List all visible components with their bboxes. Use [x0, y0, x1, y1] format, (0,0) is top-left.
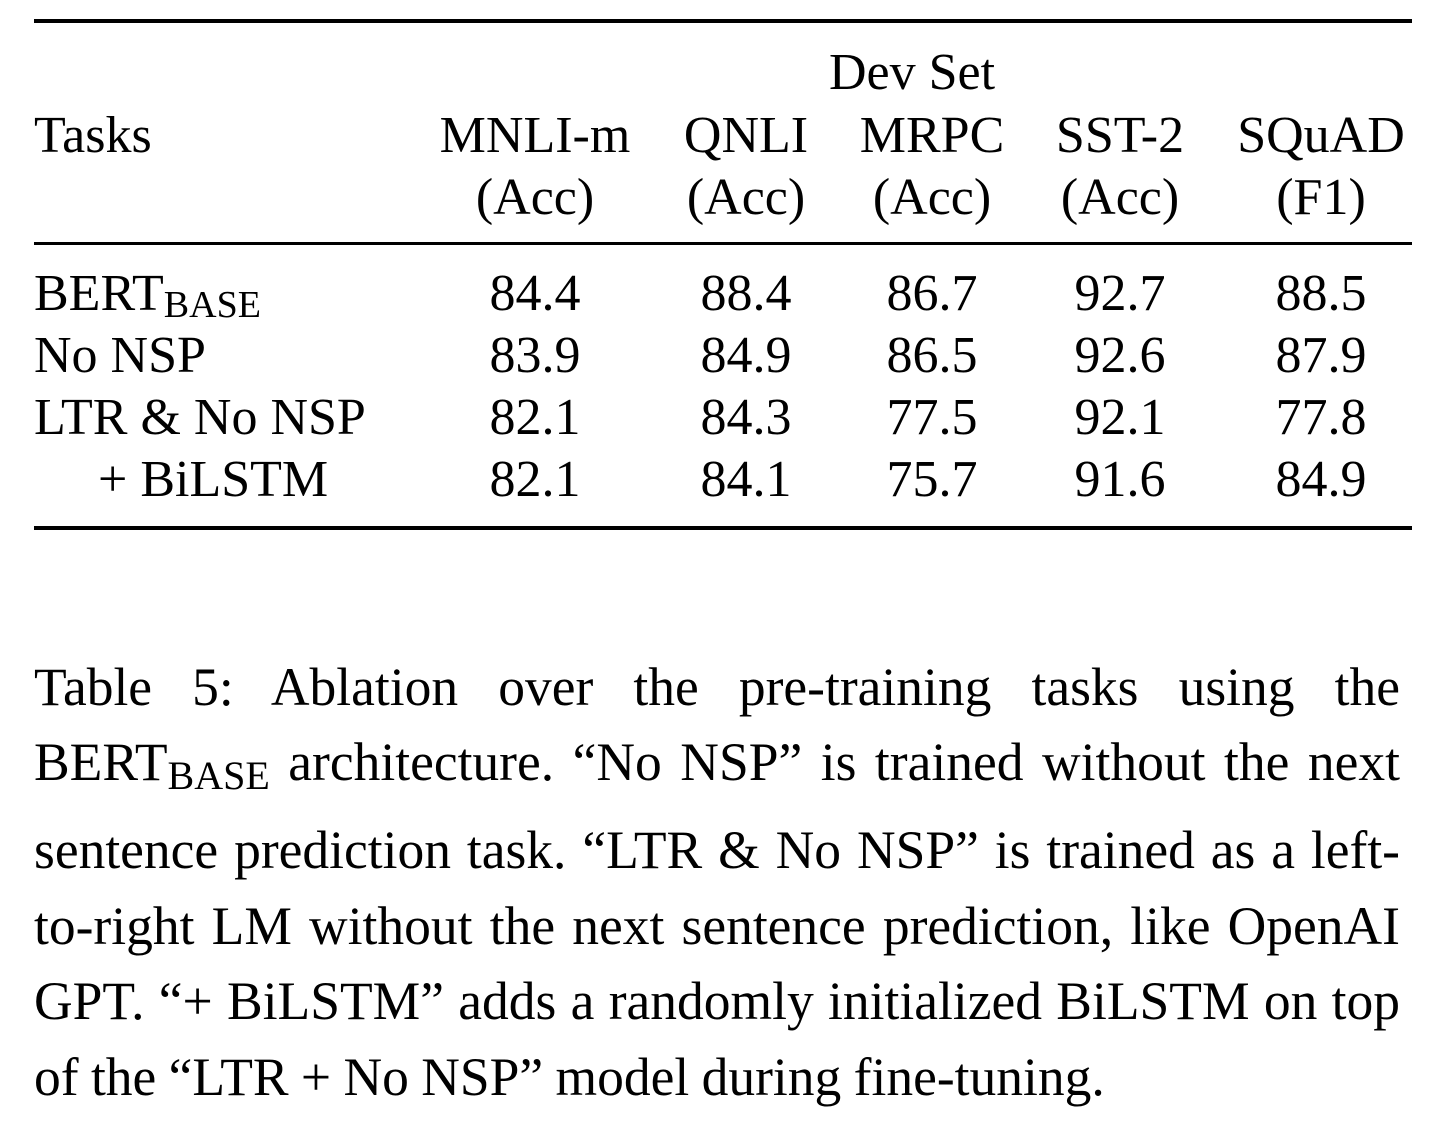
column-header-squad: SQuAD	[1237, 107, 1405, 164]
column-metric-sst2: (Acc)	[1060, 169, 1180, 226]
table-cell: 86.5	[886, 327, 978, 384]
table-cell: 84.9	[1275, 451, 1367, 508]
table-cell: 91.6	[1074, 451, 1166, 508]
table-cell: 92.7	[1074, 265, 1166, 322]
table-cell: 88.4	[700, 265, 792, 322]
table-cell: 86.7	[886, 265, 978, 322]
row-label-subscript: BASE	[163, 283, 261, 326]
caption-model-subscript: BASE	[167, 752, 270, 798]
table-caption: Table 5: Ablation over the pre-training …	[34, 650, 1400, 1116]
table-bottom-rule	[34, 526, 1412, 530]
table-cell: 92.6	[1074, 327, 1166, 384]
caption-text: Table 5: Ablation over the pre-training …	[34, 656, 1400, 717]
span-header-dev-set: Dev Set	[828, 44, 996, 101]
column-metric-mrpc: (Acc)	[872, 169, 992, 226]
caption-text: architecture. “No NSP” is trained withou…	[34, 732, 1400, 1107]
row-label-bert-base: BERTBASE	[34, 268, 261, 324]
table-cell: 88.5	[1275, 265, 1367, 322]
table-cell: 83.9	[489, 327, 581, 384]
table-header-rule	[34, 242, 1412, 245]
table-cell: 84.9	[700, 327, 792, 384]
column-header-mnli: MNLI-m	[439, 107, 631, 164]
table-cell: 82.1	[489, 451, 581, 508]
table-cell: 84.4	[489, 265, 581, 322]
row-label-text: BERT	[34, 265, 164, 322]
column-header-sst2: SST-2	[1055, 107, 1185, 164]
row-header-tasks: Tasks	[34, 107, 152, 164]
table-cell: 77.5	[886, 389, 978, 446]
table-cell: 92.1	[1074, 389, 1166, 446]
row-label-bilstm: + BiLSTM	[98, 451, 329, 508]
column-metric-qnli: (Acc)	[686, 169, 806, 226]
table-cell: 77.8	[1275, 389, 1367, 446]
table-cell: 82.1	[489, 389, 581, 446]
row-label-ltr-no-nsp: LTR & No NSP	[34, 389, 366, 446]
caption-model-name: BERT	[34, 732, 168, 792]
column-metric-mnli: (Acc)	[475, 169, 595, 226]
table-top-rule	[34, 19, 1412, 23]
table-cell: 75.7	[886, 451, 978, 508]
table-cell: 84.1	[700, 451, 792, 508]
column-header-qnli: QNLI	[683, 107, 809, 164]
table-cell: 87.9	[1275, 327, 1367, 384]
column-metric-squad: (F1)	[1276, 169, 1366, 226]
table-cell: 84.3	[700, 389, 792, 446]
row-label-no-nsp: No NSP	[34, 327, 206, 384]
column-header-mrpc: MRPC	[859, 107, 1005, 164]
